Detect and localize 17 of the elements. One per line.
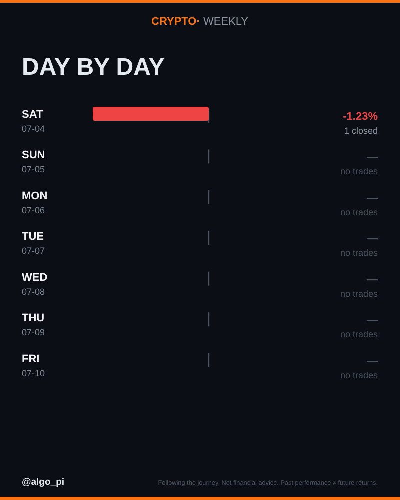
data-label: — no trades bbox=[340, 314, 378, 340]
text: @algo_pi bbox=[22, 477, 65, 488]
data-label: — no trades bbox=[340, 192, 378, 218]
data-label: — no trades bbox=[340, 152, 378, 177]
y-tick-label: WED 07-08 bbox=[22, 272, 48, 297]
y-tick-label: THU 07-09 bbox=[22, 312, 46, 338]
y-tick-label: FRI 07-10 bbox=[22, 353, 46, 378]
data-label: -1.23% 1 closed bbox=[343, 111, 378, 136]
data-label: — no trades bbox=[340, 355, 378, 380]
chart-subtitle: CRYPTO· WEEKLY bbox=[152, 16, 250, 28]
data-label: — no trades bbox=[340, 233, 378, 258]
y-tick-label: SAT 07-04 bbox=[22, 109, 46, 134]
chart-title: DAY BY DAY bbox=[22, 54, 165, 81]
y-tick-label: MON 07-06 bbox=[22, 190, 48, 216]
data-label: — no trades bbox=[340, 274, 378, 299]
y-tick-label: TUE 07-07 bbox=[22, 231, 46, 256]
y-tick-label: SUN 07-05 bbox=[22, 150, 46, 175]
